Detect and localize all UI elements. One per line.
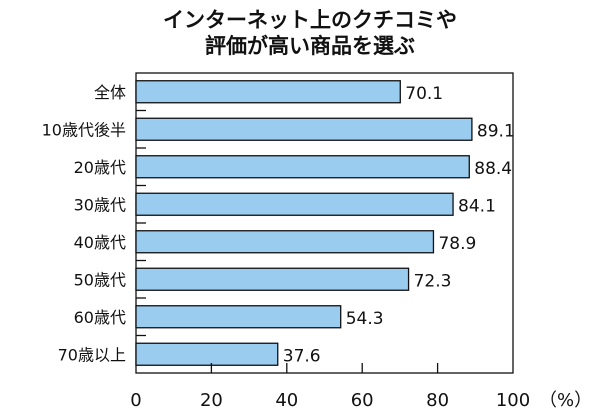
chart-title-line-1: インターネット上のクチコミや [163,8,457,32]
bar [135,155,470,179]
bar [135,267,410,291]
category-label: 50歳代 [74,270,126,289]
x-tick-label: 0 [130,390,141,411]
value-label: 78.9 [438,234,476,254]
x-tick-label: 100 [496,390,530,411]
value-label: 54.3 [346,309,384,329]
value-label: 88.4 [474,159,512,179]
bar [135,342,279,366]
category-label: 30歳代 [74,195,126,214]
value-label: 37.6 [283,346,321,366]
category-label: 70歳以上 [58,345,126,364]
value-label: 70.1 [405,84,443,104]
value-label: 84.1 [458,196,496,216]
value-label: 72.3 [414,271,452,291]
x-tick-label: 60 [351,390,374,411]
bar [135,230,435,254]
value-label: 89.1 [477,121,515,141]
category-label: 全体 [94,83,126,102]
category-label: 10歳代後半 [42,120,126,139]
x-unit-label: （%） [539,390,592,411]
x-tick-label: 40 [275,390,298,411]
category-label: 20歳代 [74,158,126,177]
x-tick-label: 20 [200,390,223,411]
bar [135,305,342,329]
bar [135,117,473,141]
x-tick-label: 80 [426,390,449,411]
category-label: 40歳代 [74,233,126,252]
category-label: 60歳代 [74,308,126,327]
bar [135,80,401,104]
chart-title-line-2: 評価が高い商品を選ぶ [205,34,415,58]
bar [135,192,454,216]
